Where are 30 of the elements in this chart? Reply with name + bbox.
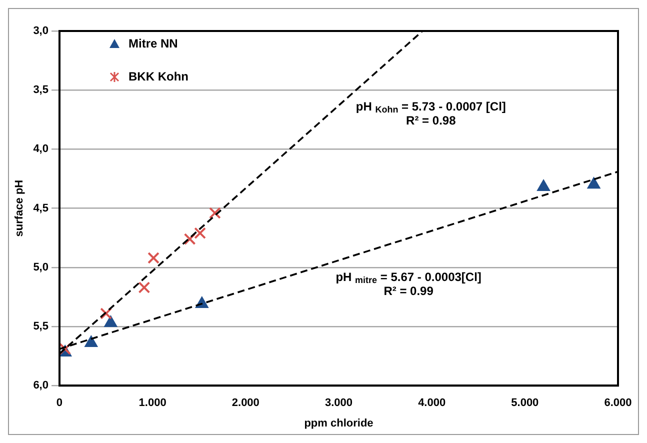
y-tick-label: 6,0 (33, 380, 48, 392)
x-axis-title: ppm chloride (304, 417, 374, 430)
x-tick-label: 5.000 (511, 397, 539, 410)
legend-label: BKK Kohn (128, 69, 188, 84)
x-tick-label: 0 (56, 397, 63, 410)
y-tick-label: 3,5 (33, 84, 48, 96)
annotation: pH mitre = 5.67 - 0.0003[Cl] (336, 270, 482, 285)
point (104, 315, 118, 327)
x-tick-label: 2.000 (232, 397, 260, 410)
point (84, 336, 98, 348)
point (194, 227, 206, 240)
y-tick-label: 5,0 (33, 261, 48, 274)
y-tick-label: 4,5 (33, 202, 48, 214)
x-tick-label: 1.000 (138, 397, 166, 410)
x-tick-label: 3.000 (324, 397, 353, 410)
point (208, 207, 221, 219)
annotation: pH Kohn = 5.73 - 0.0007 [Cl] (356, 100, 506, 115)
y-tick-label: 3,0 (33, 25, 48, 38)
point (148, 252, 160, 264)
x-tick-label: 6.000 (604, 397, 632, 410)
point (184, 233, 196, 245)
point (138, 282, 150, 294)
legend-label: Mitre NN (128, 36, 178, 50)
point (100, 308, 112, 320)
annotation: R² = 0.99 (384, 284, 434, 298)
y-tick-label: 5,5 (33, 320, 48, 333)
annotation: R² = 0.98 (406, 114, 456, 128)
y-tick-label: 4,0 (33, 143, 48, 156)
y-axis-title: surface pH (14, 180, 26, 237)
x-tick-label: 4.000 (418, 397, 446, 410)
